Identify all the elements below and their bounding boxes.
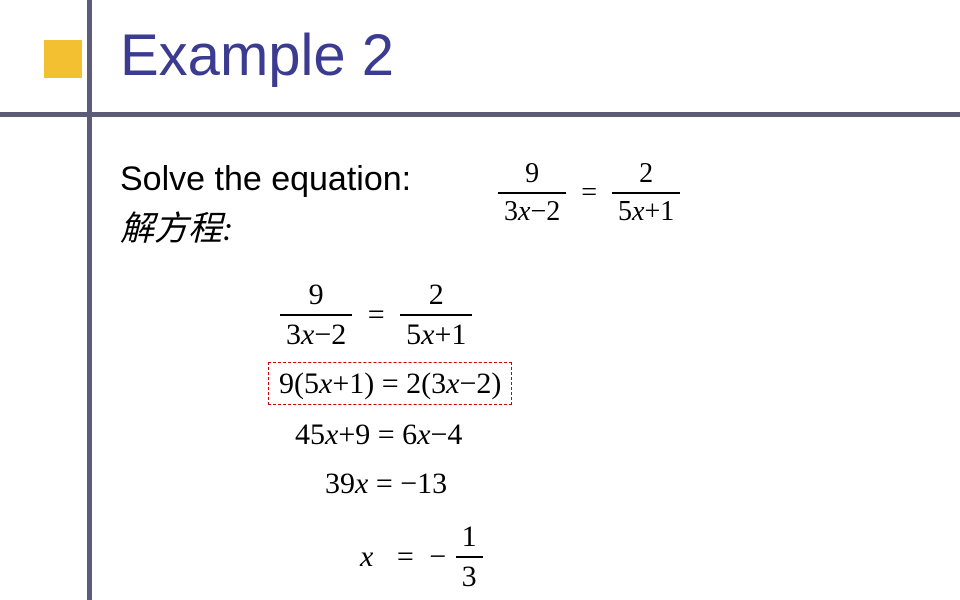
prompt-text: Solve the equation: 解方程: [120, 160, 411, 250]
highlight-box: 9(5x+1) = 2(3x−2) [268, 362, 512, 405]
equation-step-simplify: 39x = −13 [325, 467, 447, 501]
equation-inline: 9 3x−2 = 2 5x+1 [498, 158, 680, 228]
fraction-right: 2 5x+1 [612, 158, 680, 228]
equation-step-answer: x = − 1 3 [360, 520, 483, 594]
denominator: 3x−2 [498, 192, 566, 228]
denominator: 5x+1 [612, 192, 680, 228]
slide-title: Example 2 [120, 22, 394, 89]
equation-step-expand: 45x+9 = 6x−4 [295, 418, 462, 452]
decor-vertical-bar [87, 0, 92, 600]
prompt-english: Solve the equation: [120, 160, 411, 198]
decor-horizontal-bar [0, 112, 960, 117]
equation-step-restate: 9 3x−2 = 2 5x+1 [280, 278, 472, 352]
equation-step-cross-multiply: 9(5x+1) = 2(3x−2) [268, 367, 512, 401]
fraction-left: 9 3x−2 [498, 158, 566, 228]
numerator: 2 [612, 158, 680, 192]
prompt-chinese: 解方程: [120, 201, 411, 250]
slide: Example 2 Solve the equation: 解方程: 9 3x−… [0, 0, 960, 600]
equals-sign: = [573, 177, 605, 209]
numerator: 9 [498, 158, 566, 192]
decor-square [44, 40, 82, 78]
